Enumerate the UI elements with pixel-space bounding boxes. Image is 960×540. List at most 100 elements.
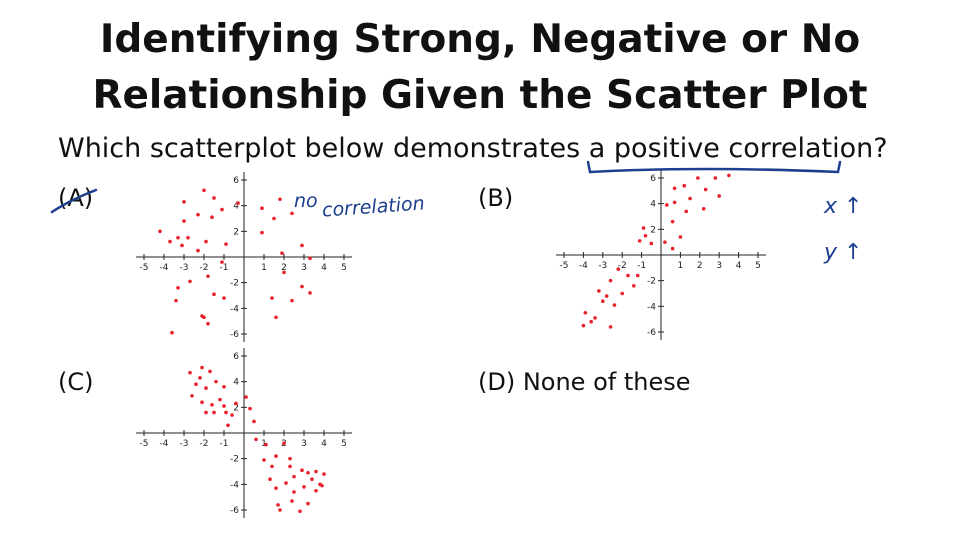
data-point-a [220, 260, 224, 264]
option-d-label: (D) None of these [478, 368, 691, 396]
title-line-1: Identifying Strong, Negative or No [99, 17, 861, 62]
data-point-b [672, 200, 677, 205]
data-point-c [226, 423, 230, 428]
data-point-a [206, 321, 210, 326]
y-tick-label-a: -6 [230, 330, 239, 340]
option-c-label: (C) [58, 368, 94, 396]
data-point-b [703, 187, 708, 192]
y-tick-label-b: 6 [650, 174, 656, 184]
data-point-a [236, 201, 240, 205]
data-point-c [270, 464, 274, 469]
x-tick-label-a: -2 [200, 263, 209, 273]
data-point-b [641, 226, 646, 230]
data-point-c [320, 483, 324, 488]
data-point-a [308, 291, 312, 295]
y-tick-label-a: -2 [230, 279, 239, 289]
data-point-c [282, 441, 286, 446]
data-point-a [222, 296, 226, 300]
data-point-c [234, 401, 238, 406]
data-point-a [182, 219, 186, 223]
y-tick-label-c: -4 [230, 480, 239, 490]
data-point-a [224, 242, 228, 246]
data-point-a [308, 256, 312, 261]
data-point-b [589, 319, 593, 324]
data-point-a [180, 243, 184, 248]
data-point-c [310, 477, 314, 481]
data-point-b [608, 278, 613, 283]
data-point-c [244, 395, 248, 399]
data-point-b [583, 310, 588, 315]
data-point-c [290, 499, 294, 503]
data-point-c [194, 382, 198, 387]
data-point-b [717, 194, 721, 198]
y-tick-label-c: 6 [233, 352, 239, 362]
data-point-b [635, 273, 640, 278]
data-point-b [593, 316, 597, 320]
data-point-c [298, 509, 302, 514]
x-tick-label-c: -5 [140, 439, 149, 449]
handwritten-x-increase: x ↑ [824, 194, 863, 219]
data-point-a [270, 296, 274, 300]
data-point-b [684, 209, 689, 214]
data-point-c [292, 490, 296, 494]
data-point-c [274, 486, 278, 490]
data-point-a [188, 279, 192, 284]
data-point-c [188, 370, 192, 375]
y-tick-label-b: 2 [650, 225, 656, 235]
data-point-b [643, 233, 648, 238]
x-tick-label-a: 3 [301, 263, 307, 273]
option-b-label: (B) [478, 184, 514, 212]
data-point-c [248, 406, 252, 411]
data-point-b [670, 219, 675, 224]
data-point-a [300, 243, 304, 248]
data-point-c [288, 464, 292, 469]
y-tick-label-c: -6 [230, 506, 239, 516]
data-point-a [278, 197, 282, 202]
y-tick-label-b: -6 [647, 328, 656, 338]
data-point-c [252, 419, 256, 424]
x-tick-label-b: -3 [598, 261, 607, 271]
x-tick-label-a: 4 [321, 263, 327, 273]
data-point-c [204, 386, 208, 390]
data-point-a [176, 286, 180, 290]
data-point-b [682, 183, 687, 188]
data-point-c [210, 402, 214, 407]
x-tick-label-a: 5 [341, 263, 347, 273]
x-tick-label-b: 4 [736, 261, 742, 271]
data-point-c [208, 369, 212, 374]
x-tick-label-c: 1 [261, 439, 267, 449]
option-a-label: (A) [58, 184, 94, 212]
y-tick-label-c: 2 [233, 403, 239, 413]
data-point-b [637, 239, 642, 243]
data-point-a [196, 248, 200, 253]
y-tick-label-b: 4 [650, 200, 656, 210]
data-point-a [260, 230, 264, 235]
x-tick-label-c: -4 [160, 439, 169, 449]
data-point-a [182, 200, 186, 204]
data-point-c [222, 404, 226, 408]
x-tick-label-a: 2 [281, 263, 287, 273]
data-point-c [254, 437, 258, 442]
x-tick-label-b: -5 [560, 261, 569, 271]
data-point-c [218, 397, 222, 402]
data-point-c [264, 442, 268, 447]
data-point-a [210, 215, 214, 220]
data-point-a [170, 330, 174, 335]
data-point-b [608, 325, 613, 329]
data-point-b [612, 303, 617, 307]
x-tick-label-b: 5 [755, 261, 761, 271]
data-point-c [302, 485, 306, 489]
data-point-a [274, 315, 278, 320]
data-point-b [665, 203, 669, 207]
x-tick-label-b: 1 [678, 261, 684, 271]
data-point-b [616, 267, 621, 271]
data-point-c [190, 393, 194, 398]
data-point-b [626, 273, 630, 278]
data-point-c [314, 488, 318, 493]
data-point-c [306, 470, 310, 475]
data-point-a [212, 292, 216, 297]
data-point-c [274, 454, 278, 458]
data-point-c [200, 365, 204, 370]
